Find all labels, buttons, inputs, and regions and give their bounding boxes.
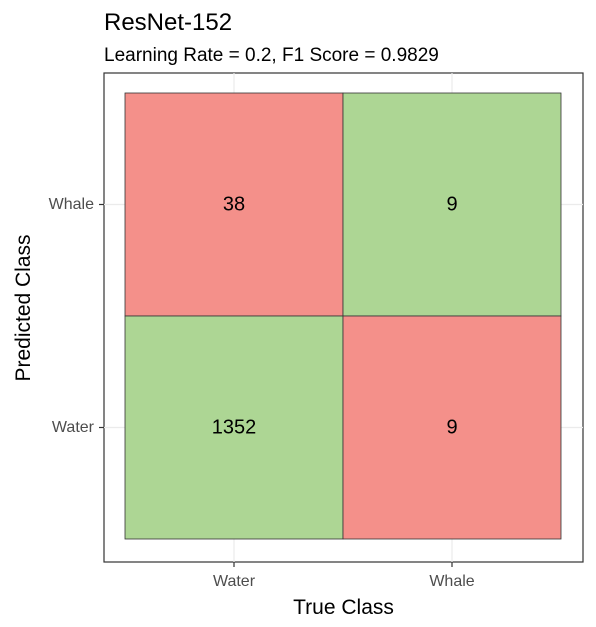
x-tick-label: Whale <box>429 573 474 590</box>
cell-value-labels: 38 9 1352 9 <box>212 194 458 439</box>
heatmap-cell <box>342 315 562 540</box>
y-tick-label: Water <box>52 419 95 436</box>
y-tick-label: Whale <box>49 196 94 213</box>
y-axis-title: Predicted Class <box>12 234 35 381</box>
plot-panel: 38 9 1352 9 <box>103 72 584 563</box>
x-axis-ticks: Water Whale <box>213 562 475 590</box>
x-tick-label: Water <box>213 573 256 590</box>
cell-value: 38 <box>223 194 245 216</box>
heatmap-cells <box>124 92 562 540</box>
cell-value: 1352 <box>212 417 257 439</box>
y-axis-ticks: Water Whale <box>49 196 104 436</box>
heatmap-cell <box>124 315 344 540</box>
cell-value: 9 <box>446 194 457 216</box>
x-axis-title: True Class <box>293 596 394 619</box>
heatmap-cell <box>342 92 562 317</box>
chart-title: ResNet-152 <box>104 9 232 36</box>
chart-subtitle: Learning Rate = 0.2, F1 Score = 0.9829 <box>104 45 439 66</box>
cell-value: 9 <box>446 417 457 439</box>
